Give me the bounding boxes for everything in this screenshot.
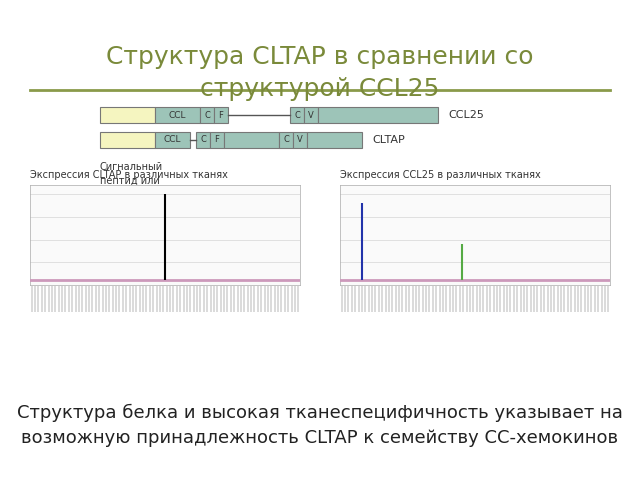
FancyBboxPatch shape (304, 107, 318, 123)
FancyBboxPatch shape (290, 107, 304, 123)
Text: CCL: CCL (168, 110, 186, 120)
FancyBboxPatch shape (155, 107, 200, 123)
Text: CCL: CCL (163, 135, 180, 144)
Text: F: F (214, 135, 220, 144)
Text: Сигнальный
пептид или
трансмембранный
участок: Сигнальный пептид или трансмембранный уч… (100, 162, 196, 212)
Text: Структура CLTAP в сравнении со
структурой CCL25: Структура CLTAP в сравнении со структуро… (106, 45, 534, 101)
Text: Экспрессия CLTAP в различных тканях: Экспрессия CLTAP в различных тканях (30, 170, 228, 180)
Text: CCL25: CCL25 (448, 110, 484, 120)
FancyBboxPatch shape (100, 107, 155, 123)
FancyBboxPatch shape (224, 132, 279, 148)
Text: Структура белка и высокая тканеспецифичность указывает на
возможную принадлежнос: Структура белка и высокая тканеспецифичн… (17, 403, 623, 446)
FancyBboxPatch shape (200, 107, 214, 123)
Text: C: C (200, 135, 206, 144)
FancyBboxPatch shape (279, 132, 293, 148)
FancyBboxPatch shape (307, 132, 362, 148)
Text: CLTAP: CLTAP (372, 135, 404, 145)
FancyBboxPatch shape (100, 132, 155, 148)
Text: Экспрессия CCL25 в различных тканях: Экспрессия CCL25 в различных тканях (340, 170, 541, 180)
Text: V: V (308, 110, 314, 120)
FancyBboxPatch shape (214, 107, 228, 123)
Text: C: C (204, 110, 210, 120)
FancyBboxPatch shape (210, 132, 224, 148)
Text: F: F (219, 110, 223, 120)
Text: C: C (283, 135, 289, 144)
FancyBboxPatch shape (318, 107, 438, 123)
Text: C: C (294, 110, 300, 120)
FancyBboxPatch shape (196, 132, 210, 148)
Text: V: V (297, 135, 303, 144)
FancyBboxPatch shape (293, 132, 307, 148)
FancyBboxPatch shape (155, 132, 190, 148)
